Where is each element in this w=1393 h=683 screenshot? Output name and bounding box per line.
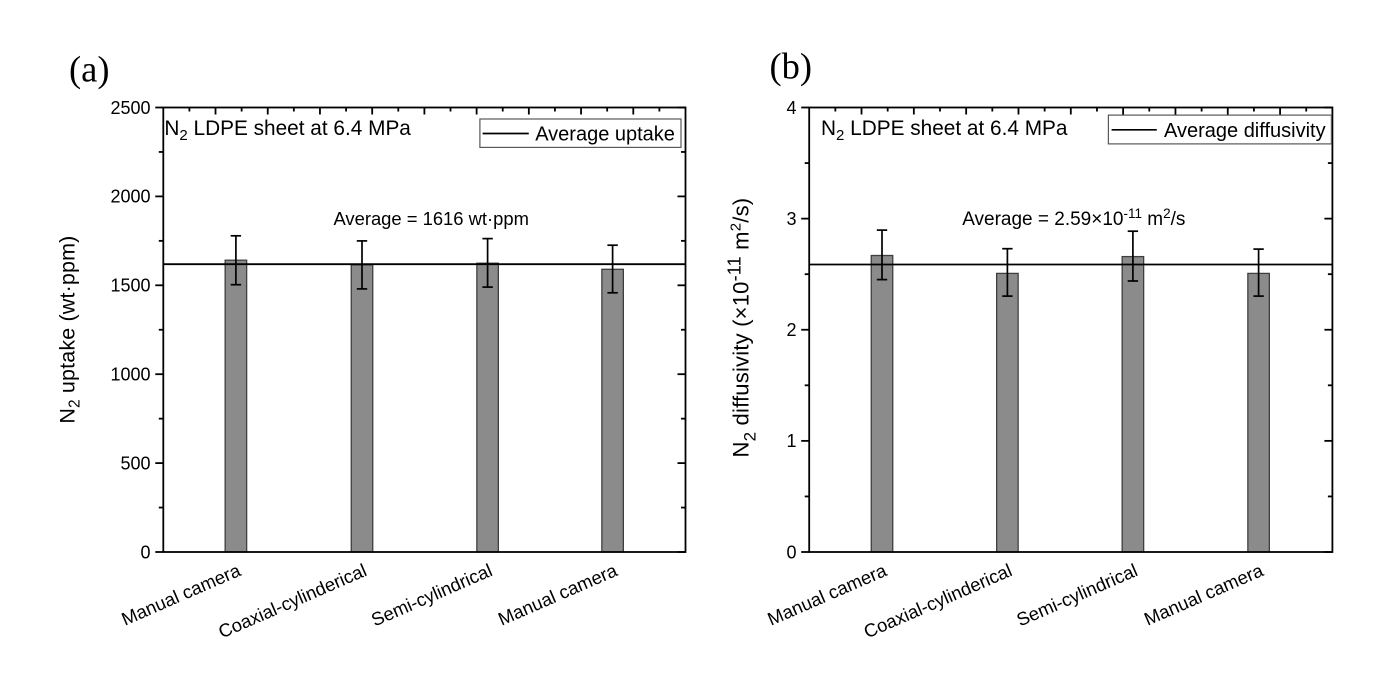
svg-text:1000: 1000 [110, 365, 150, 385]
svg-text:Average = 2.59×10-11 m2/s: Average = 2.59×10-11 m2/s [962, 206, 1185, 230]
svg-text:(a): (a) [69, 49, 110, 90]
svg-text:Average = 1616 wt·ppm: Average = 1616 wt·ppm [333, 208, 528, 229]
svg-text:2500: 2500 [110, 98, 150, 118]
svg-text:Average diffusivity: Average diffusivity [1164, 120, 1326, 142]
svg-text:2000: 2000 [110, 187, 150, 207]
svg-text:N2 LDPE sheet at 6.4 MPa: N2 LDPE sheet at 6.4 MPa [164, 117, 411, 144]
svg-text:N2 uptake (wt·ppm): N2 uptake (wt·ppm) [56, 236, 84, 424]
svg-text:1: 1 [786, 431, 796, 451]
svg-text:1500: 1500 [110, 276, 150, 296]
svg-text:N2 LDPE sheet at 6.4 MPa: N2 LDPE sheet at 6.4 MPa [821, 117, 1068, 144]
svg-text:4: 4 [786, 98, 796, 118]
svg-text:(b): (b) [770, 46, 813, 87]
svg-text:500: 500 [120, 453, 150, 473]
svg-text:0: 0 [140, 542, 150, 562]
svg-text:3: 3 [786, 209, 796, 229]
svg-text:0: 0 [786, 542, 796, 562]
svg-text:Average uptake: Average uptake [535, 123, 675, 145]
svg-text:2: 2 [786, 320, 796, 340]
